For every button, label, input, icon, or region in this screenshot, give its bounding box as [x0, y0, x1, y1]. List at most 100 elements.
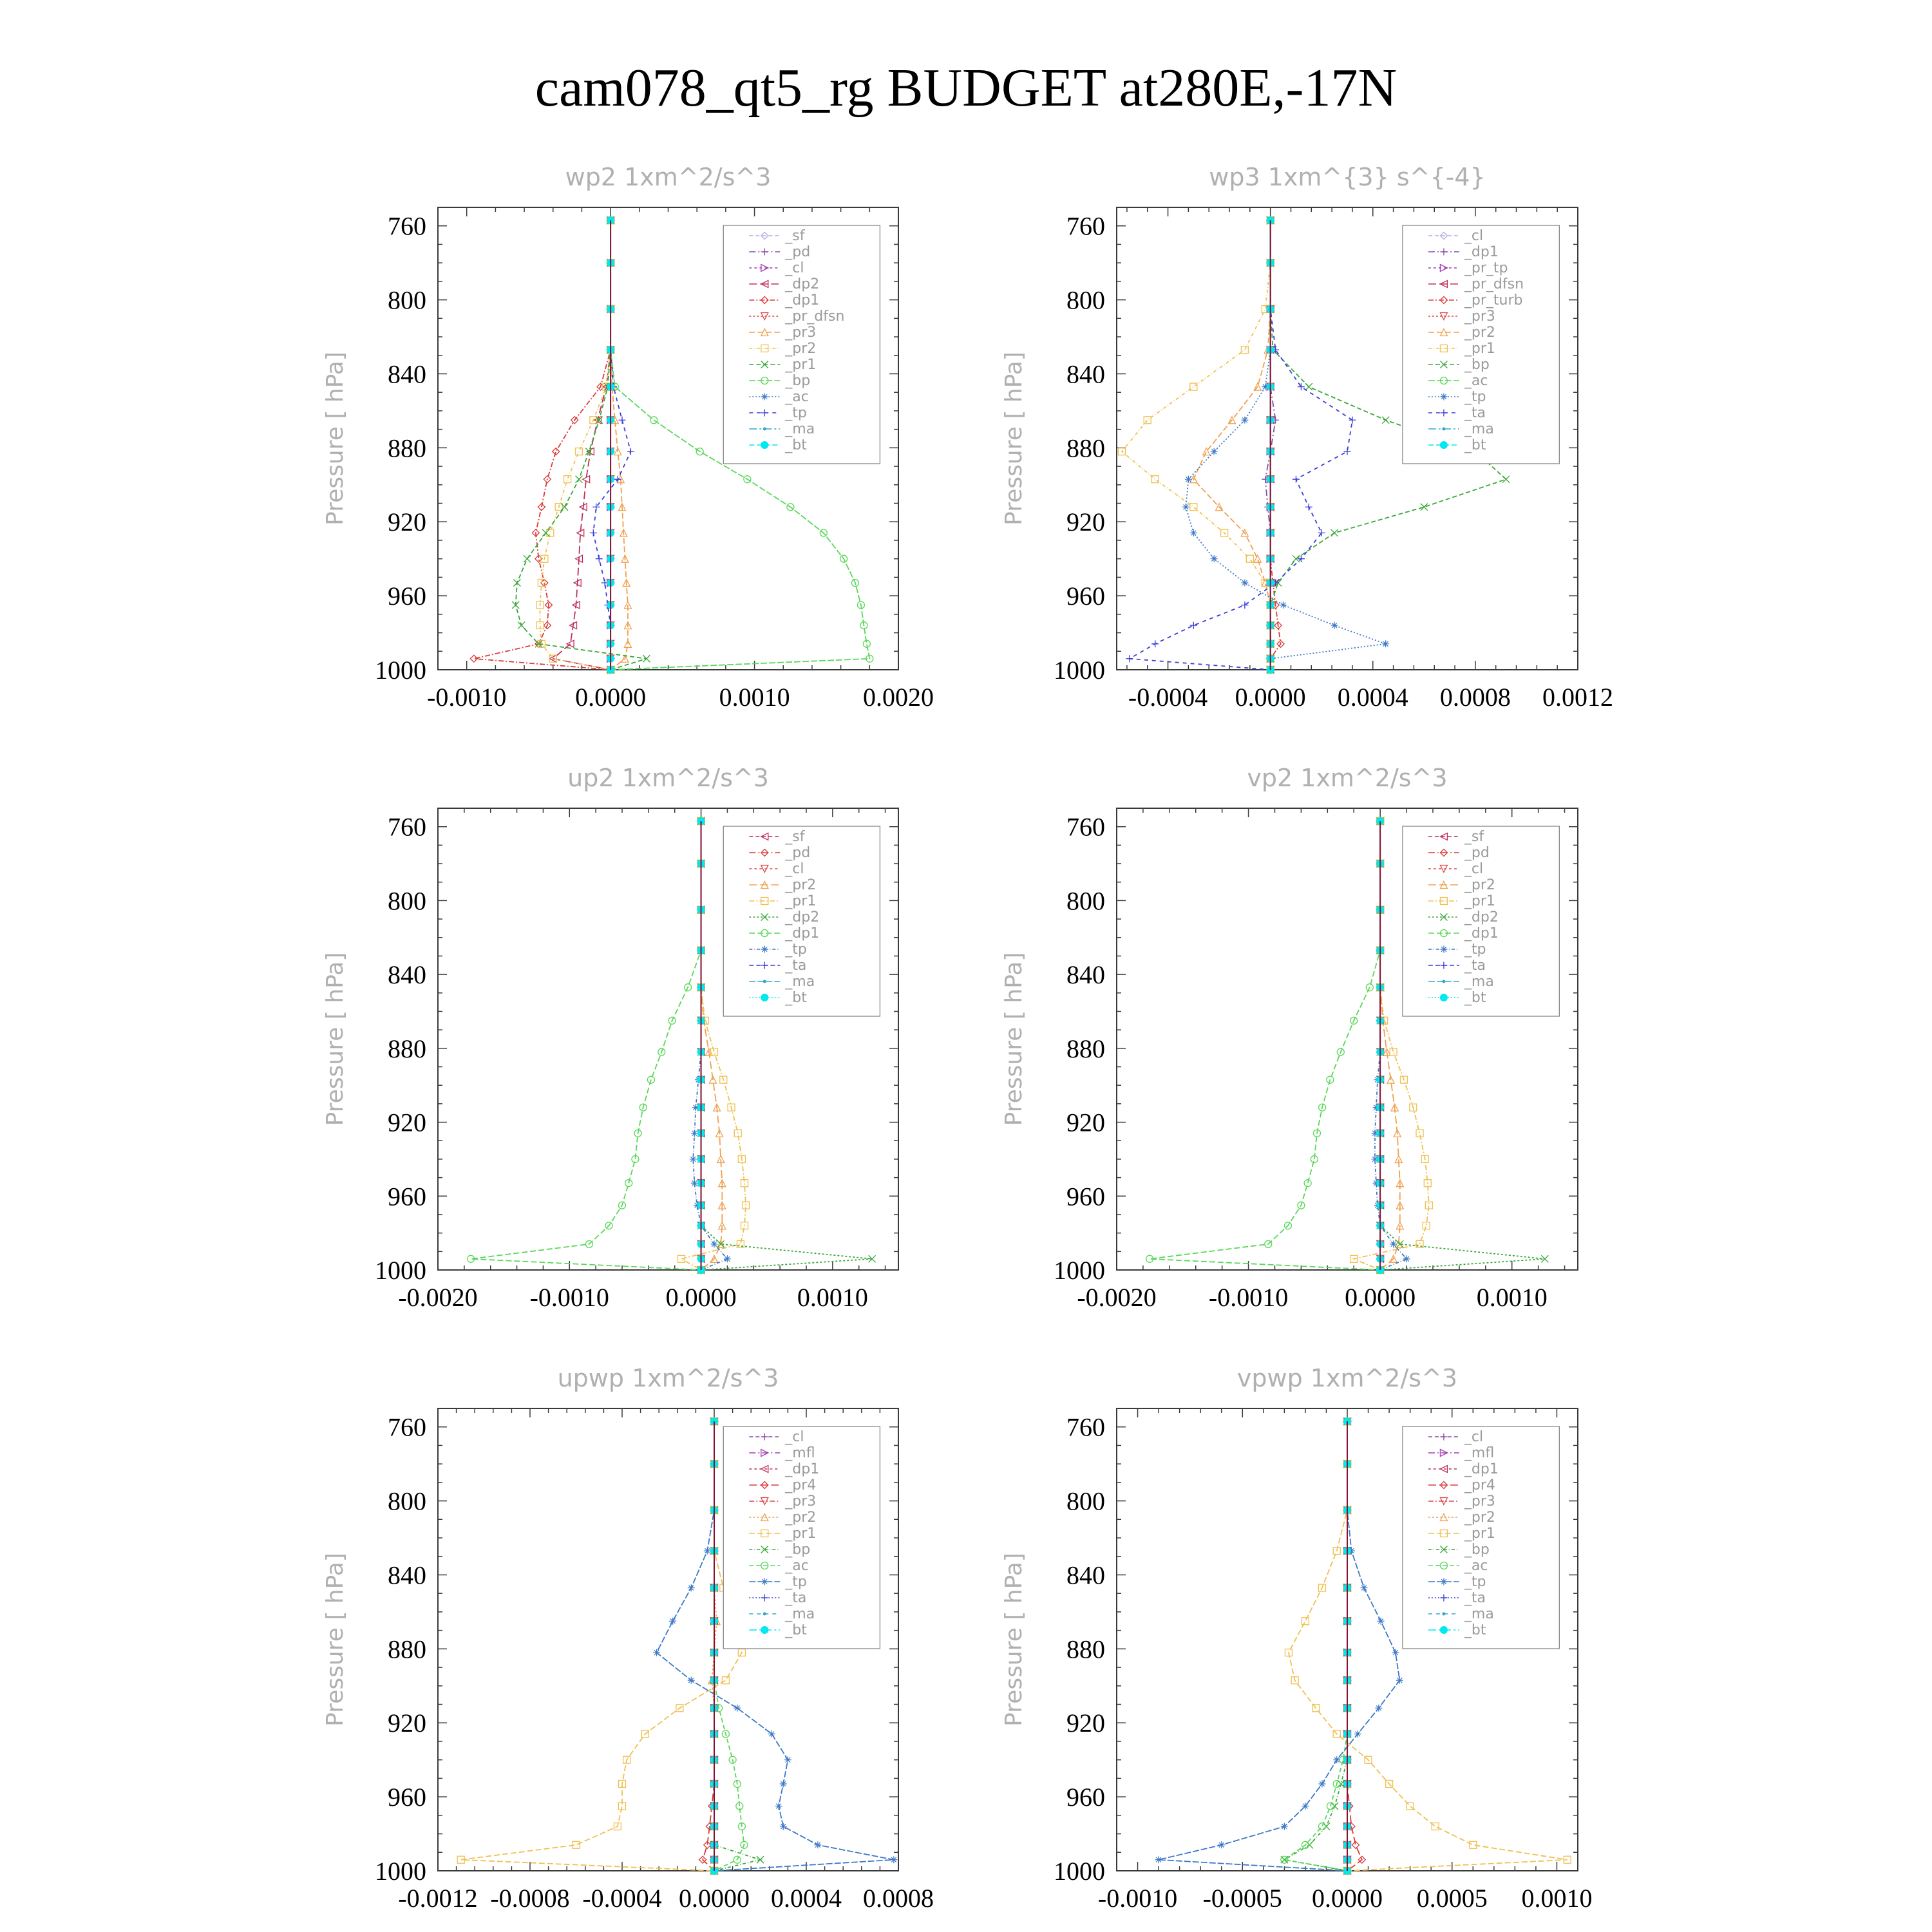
x-tick-label: 0.0010	[797, 1283, 868, 1312]
legend-label: _sf	[1464, 829, 1484, 845]
data-point	[574, 554, 583, 564]
legend-marker	[760, 848, 769, 857]
legend-entry: _dp2	[1428, 909, 1499, 925]
x-tick-label: 0.0010	[719, 683, 790, 712]
data-point	[546, 529, 554, 537]
y-tick-label: 880	[1066, 1634, 1105, 1663]
legend-marker	[1440, 961, 1448, 969]
data-point	[1406, 1802, 1414, 1810]
legend-marker	[761, 376, 769, 385]
data-point	[625, 1179, 633, 1188]
data-point	[1264, 1240, 1273, 1248]
x-tick-label: 0.0005	[1417, 1884, 1488, 1913]
legend-entry: _pr4	[1428, 1477, 1495, 1493]
data-point	[523, 554, 531, 563]
legend-marker	[760, 279, 769, 289]
legend-marker	[761, 896, 769, 905]
legend-entry: _sf	[1428, 829, 1484, 845]
data-point	[1184, 475, 1192, 483]
chart-panel-6: vpwp 1xm^2/s^3 Pressure [ hPa] 760 800 840 88…	[1001, 1364, 1592, 1913]
legend-marker	[1439, 1497, 1448, 1506]
data-point	[696, 447, 704, 456]
legend-entry: _dp1	[1428, 925, 1499, 942]
series-pr2	[536, 216, 615, 674]
legend-entry: _bt	[1428, 990, 1486, 1006]
data-point	[595, 555, 603, 563]
legend-marker	[761, 1448, 770, 1457]
data-point	[1143, 416, 1151, 424]
data-point	[650, 416, 658, 424]
data-point	[676, 1704, 684, 1712]
legend-label: _bt	[1464, 990, 1486, 1006]
legend-entry: _pr1	[749, 1526, 816, 1542]
series-tp	[1155, 1417, 1403, 1875]
legend-marker	[1439, 328, 1448, 337]
data-point	[1151, 475, 1159, 484]
legend-marker	[760, 1513, 769, 1522]
y-tick-label: 840	[1066, 359, 1105, 388]
data-point	[1297, 1201, 1305, 1209]
legend-box	[723, 225, 881, 464]
data-point	[592, 503, 600, 511]
data-point	[1274, 621, 1283, 630]
data-point	[1331, 1802, 1339, 1810]
data-point	[1396, 1221, 1405, 1230]
data-point	[1389, 1048, 1397, 1056]
y-tick-label: 960	[1066, 1783, 1105, 1812]
data-point	[543, 621, 552, 630]
data-point	[1297, 555, 1305, 563]
y-tick-label: 1000	[375, 1256, 426, 1285]
y-tick-label: 960	[388, 1783, 426, 1812]
legend-label: _pr_dfsn	[1464, 276, 1524, 292]
legend-label: _mfl	[784, 1445, 815, 1461]
legend-label: _tp	[1464, 942, 1486, 958]
x-tick-label: -0.0005	[1203, 1884, 1282, 1913]
data-point	[740, 1222, 749, 1230]
legend-label: _bp	[1464, 1542, 1490, 1558]
y-tick-label: 760	[388, 212, 426, 241]
data-point	[572, 1841, 580, 1849]
legend-marker	[1439, 1529, 1448, 1538]
legend-label: _pd	[784, 244, 810, 260]
data-point	[537, 502, 546, 511]
legend-marker	[761, 361, 769, 368]
data-point	[1469, 1841, 1477, 1849]
plot-frame	[1116, 808, 1578, 1271]
data-point	[623, 600, 632, 609]
series-line	[1193, 220, 1271, 670]
data-point	[1382, 1047, 1391, 1056]
legend-marker	[761, 393, 768, 401]
data-point	[1312, 1129, 1321, 1137]
legend-label: _ma	[784, 1606, 815, 1622]
legend-label: _pr2	[1464, 325, 1495, 341]
data-point	[717, 1200, 726, 1209]
y-tick-label: 920	[1066, 1709, 1105, 1738]
data-point	[570, 415, 579, 424]
legend-entry: _bt	[749, 437, 807, 453]
legend-entry: _pd	[1428, 845, 1490, 861]
legend-marker	[762, 427, 766, 431]
legend-marker	[1439, 1626, 1448, 1634]
data-point	[618, 1779, 627, 1788]
data-point	[1245, 554, 1254, 563]
legend-marker	[762, 980, 766, 983]
chart-panel-1: wp2 1xm^2/s^3 Pressure [ hPa] 760 800 840 880…	[322, 163, 934, 712]
y-tick-label: 920	[388, 1709, 426, 1738]
legend-label: _ma	[784, 421, 815, 437]
legend-entry: _cl	[1428, 228, 1483, 244]
legend-marker	[1439, 994, 1448, 1001]
data-point	[614, 475, 621, 483]
legend-label: _pr2	[1464, 1510, 1495, 1526]
legend-marker	[760, 1497, 769, 1506]
data-point	[631, 1155, 639, 1164]
data-point	[1396, 1200, 1405, 1209]
data-point	[1364, 1756, 1372, 1764]
series-line	[539, 220, 611, 670]
legend-entry: _pr3	[749, 325, 816, 341]
legend-marker	[761, 409, 768, 417]
data-point	[641, 1730, 649, 1738]
chart-panel-5: upwp 1xm^2/s^3 Pressure [ hPa] 760 800 840 88…	[322, 1364, 934, 1913]
data-point	[866, 654, 874, 663]
page-title: cam078_qt5_rg BUDGET at280E,-17N	[535, 58, 1397, 118]
y-tick-label: 880	[1066, 433, 1105, 462]
